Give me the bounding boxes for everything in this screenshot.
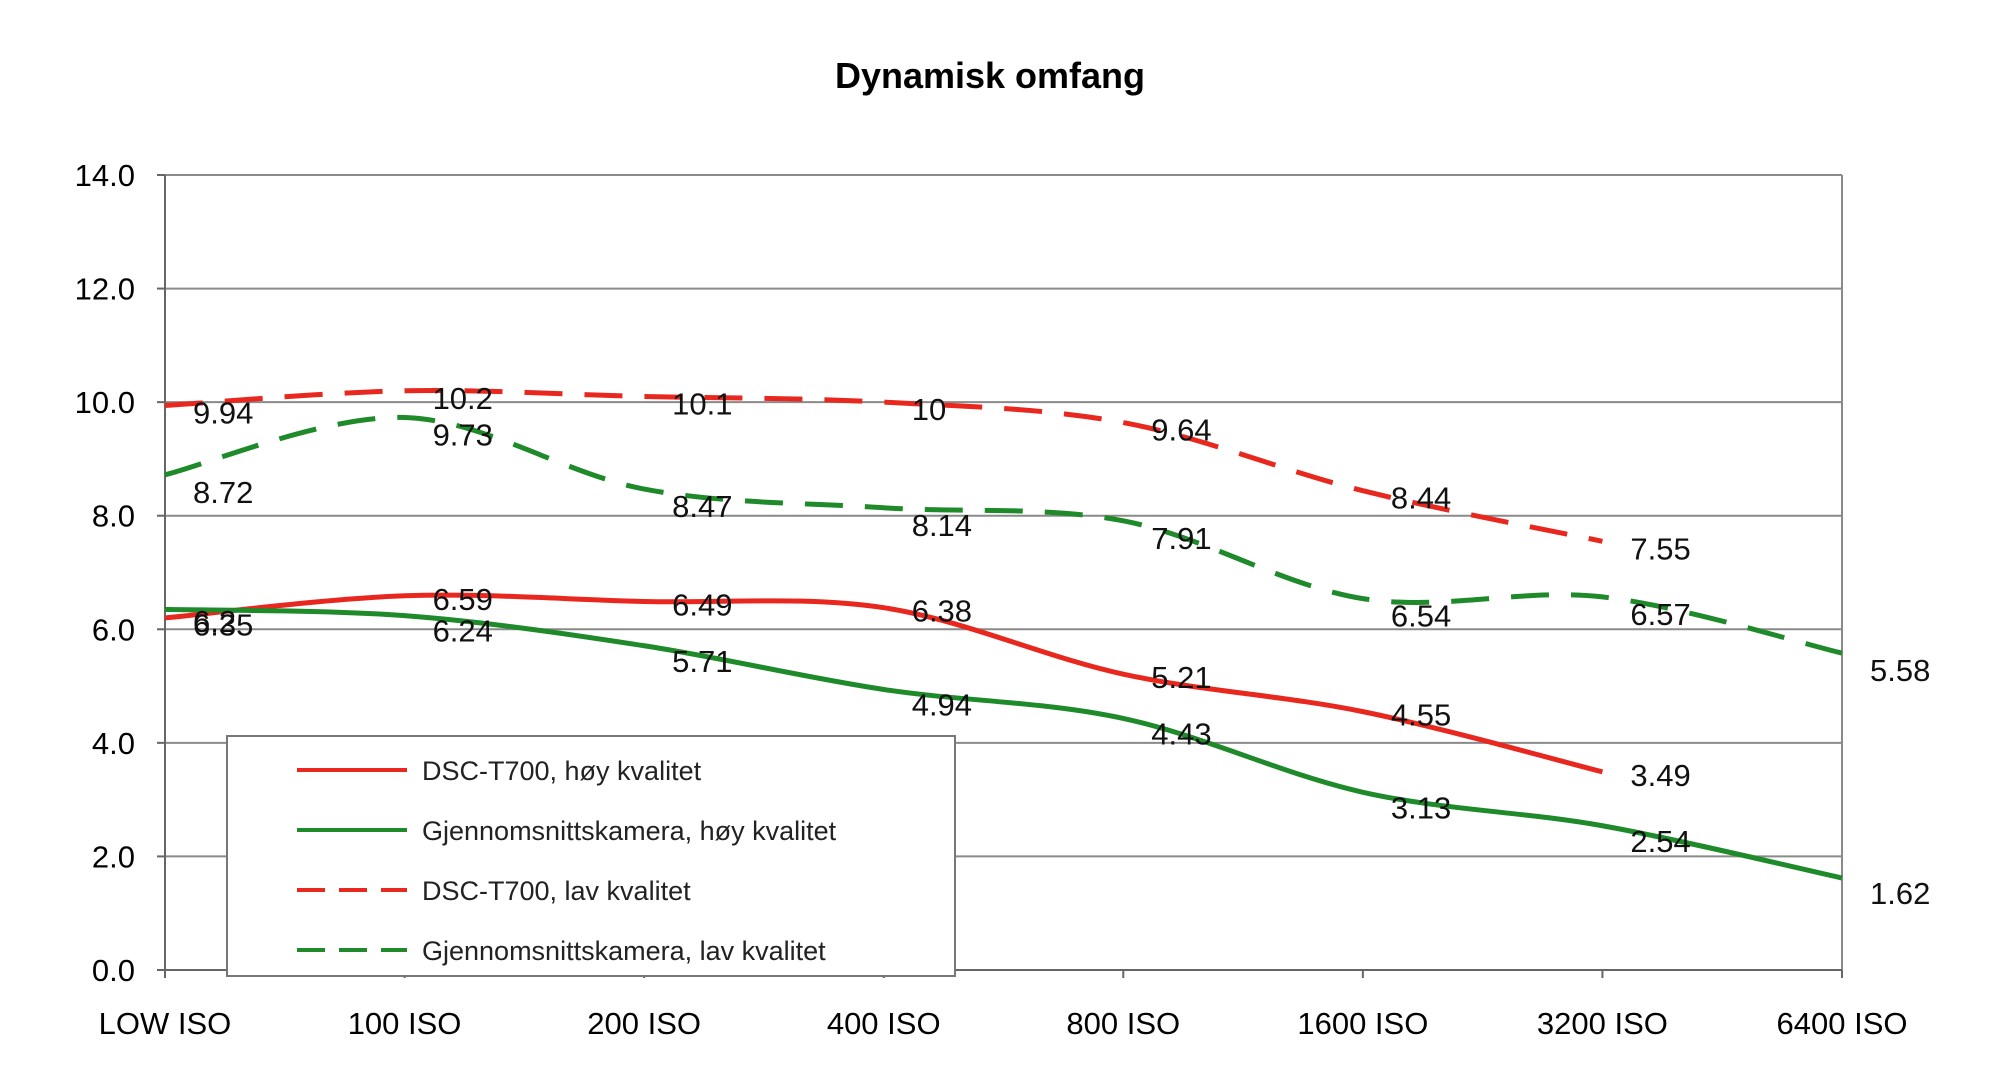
- data-label: 9.94: [193, 396, 253, 431]
- x-tick-label: 800 ISO: [1066, 1006, 1180, 1041]
- y-tick-label: 4.0: [92, 726, 135, 761]
- data-label: 8.44: [1391, 481, 1451, 516]
- data-label: 4.43: [1151, 716, 1211, 751]
- data-label: 10: [912, 392, 946, 427]
- data-label: 6.35: [193, 607, 253, 642]
- data-label: 6.54: [1391, 599, 1451, 634]
- data-label: 10.2: [433, 381, 493, 416]
- data-label: 6.49: [672, 587, 732, 622]
- x-tick-label: 100 ISO: [348, 1006, 462, 1041]
- legend-box: [226, 735, 956, 977]
- x-axis-ticks: LOW ISO 100 ISO 200 ISO 400 ISO 800 ISO 1600 …: [99, 970, 1908, 1041]
- legend: DSC-T700, høy kvalitet Gjennomsnittskamer…: [226, 735, 956, 977]
- y-axis-ticks: 0.0 2.0 4.0 6.0 8.0 10.0 12.0 14.0: [75, 158, 165, 988]
- data-label: 7.55: [1630, 531, 1690, 566]
- legend-label: Gjennomsnittskamera, lav kvalitet: [422, 936, 826, 966]
- legend-label: Gjennomsnittskamera, høy kvalitet: [422, 816, 837, 846]
- x-tick-label: LOW ISO: [99, 1006, 232, 1041]
- series-line-1: [164, 592, 1604, 775]
- data-label: 9.64: [1151, 413, 1211, 448]
- data-labels: 6.2 6.59 6.49 6.38 5.21 4.55 3.49 6.35 6.24 5.71 4…: [193, 381, 1930, 911]
- x-tick-label: 1600 ISO: [1297, 1006, 1428, 1041]
- data-label: 7.91: [1151, 521, 1211, 556]
- data-label: 6.59: [433, 582, 493, 617]
- series-lines: [164, 388, 1843, 881]
- x-tick-label: 6400 ISO: [1777, 1006, 1908, 1041]
- data-label: 9.73: [433, 417, 493, 452]
- data-label: 5.71: [672, 644, 732, 679]
- y-tick-label: 6.0: [92, 612, 135, 647]
- data-label: 6.38: [912, 594, 972, 629]
- y-tick-label: 14.0: [75, 158, 135, 193]
- y-tick-label: 2.0: [92, 839, 135, 874]
- y-tick-label: 12.0: [75, 272, 135, 307]
- data-label: 8.72: [193, 475, 253, 510]
- data-label: 4.55: [1391, 698, 1451, 733]
- data-label: 2.54: [1630, 824, 1690, 859]
- data-label: 5.58: [1870, 653, 1930, 688]
- data-label: 6.24: [433, 614, 493, 649]
- data-label: 1.62: [1870, 876, 1930, 911]
- data-label: 8.14: [912, 508, 972, 543]
- data-label: 8.47: [672, 489, 732, 524]
- data-label: 6.57: [1630, 597, 1690, 632]
- x-tick-label: 200 ISO: [587, 1006, 701, 1041]
- x-tick-label: 3200 ISO: [1537, 1006, 1668, 1041]
- data-label: 4.94: [912, 687, 972, 722]
- data-label: 5.21: [1151, 660, 1211, 695]
- series-line-4: [164, 414, 1843, 656]
- data-label: 3.49: [1630, 758, 1690, 793]
- y-tick-label: 8.0: [92, 499, 135, 534]
- y-tick-label: 10.0: [75, 385, 135, 420]
- data-label: 6.2: [193, 604, 236, 639]
- data-label: 3.13: [1391, 790, 1451, 825]
- data-label: 10.1: [672, 386, 732, 421]
- legend-label: DSC-T700, lav kvalitet: [422, 876, 691, 906]
- y-tick-label: 0.0: [92, 953, 135, 988]
- legend-label: DSC-T700, høy kvalitet: [422, 756, 702, 786]
- series-line-3: [164, 388, 1603, 544]
- x-tick-label: 400 ISO: [827, 1006, 941, 1041]
- chart-title: Dynamisk omfang: [835, 55, 1145, 96]
- series-line-2: [164, 606, 1843, 881]
